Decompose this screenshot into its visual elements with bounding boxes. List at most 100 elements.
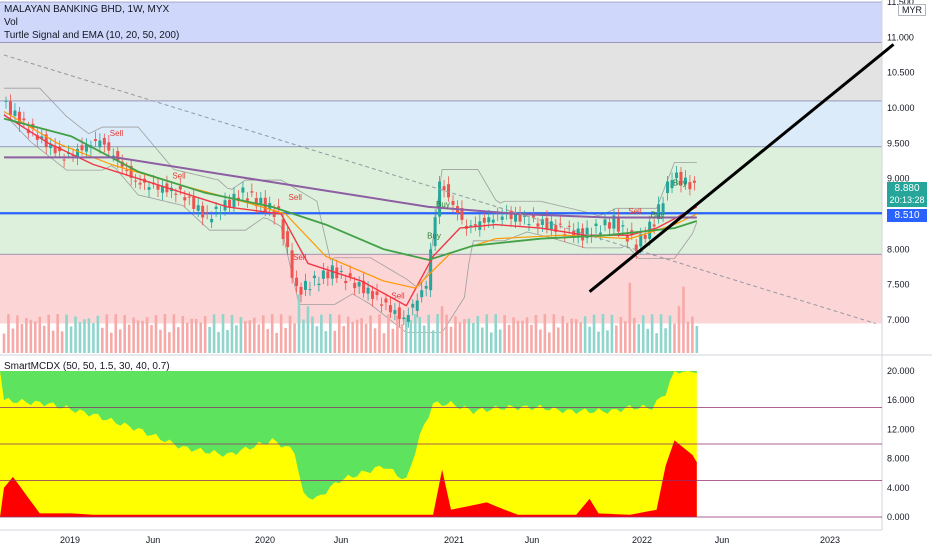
volume-bar	[574, 319, 578, 353]
price-axis-tick: 11.000	[887, 32, 914, 42]
candle-body	[514, 213, 518, 222]
candle-body	[607, 222, 611, 229]
candle-body	[612, 215, 616, 229]
candle-body	[429, 249, 433, 291]
time-axis-tick: 2020	[255, 535, 275, 545]
volume-bar	[351, 321, 354, 353]
volume-bar	[440, 306, 444, 353]
candle-body	[62, 159, 66, 161]
candle-body	[321, 270, 325, 279]
volume-bar	[145, 317, 149, 353]
candle-body	[286, 231, 290, 248]
candle-body	[652, 224, 656, 227]
osc-axis-tick: 12.000	[887, 424, 915, 434]
candle-body	[134, 180, 138, 182]
ema-line-3	[3, 117, 698, 261]
volume-bar	[51, 330, 55, 353]
candle-body	[531, 215, 535, 218]
volume-bar	[306, 306, 310, 353]
candle-body	[639, 234, 643, 247]
time-axis-tick: Jun	[525, 535, 540, 545]
price-axis-tick: 10.000	[887, 103, 915, 113]
volume-bar	[270, 314, 274, 353]
volume-bar	[588, 326, 591, 353]
symbol-title: MALAYAN BANKING BHD, 1W, MYX	[4, 4, 170, 15]
volume-bar	[565, 322, 569, 353]
volume-bar	[288, 315, 292, 353]
oscillator-legend: SmartMCDX (50, 50, 1.5, 30, 40, 0.7)	[4, 361, 170, 372]
candle-body	[228, 199, 231, 208]
volume-bar	[436, 314, 439, 353]
volume-bar	[449, 326, 453, 353]
osc-axis-tick: 4.000	[887, 483, 910, 493]
volume-bar	[489, 332, 493, 353]
candle-body	[393, 310, 397, 314]
candle-body	[317, 283, 321, 286]
candle-body	[160, 186, 164, 193]
candle-body	[661, 203, 665, 215]
candle-body	[415, 300, 419, 311]
signal-label-sell: Sell	[293, 253, 307, 262]
volume-bar	[302, 319, 305, 353]
volume-bar	[16, 315, 19, 353]
time-axis-tick: 2023	[820, 535, 840, 545]
volume-bar	[123, 315, 126, 353]
candle-body	[397, 307, 401, 320]
candle-body	[563, 234, 567, 236]
currency-badge[interactable]: MYR	[898, 4, 926, 16]
price-axis-tick: 9.000	[887, 174, 910, 184]
volume-bar	[346, 316, 350, 353]
time-axis-tick: 2022	[632, 535, 652, 545]
volume-bar	[641, 315, 645, 353]
candle-body	[558, 223, 562, 225]
volume-bar	[7, 314, 10, 353]
candle-body	[366, 287, 370, 294]
candle-body	[572, 230, 576, 238]
volume-bar	[29, 319, 33, 353]
volume-bar	[320, 314, 323, 353]
volume-bar	[396, 315, 399, 353]
volume-bar	[619, 316, 623, 353]
volume-bar	[655, 333, 658, 353]
candle-body	[295, 277, 299, 287]
volume-bar	[458, 322, 462, 353]
candle-body	[379, 304, 383, 306]
candle-body	[125, 170, 129, 172]
volume-bar	[118, 329, 122, 353]
turtle-channel-upper	[4, 87, 697, 287]
volume-bar	[360, 318, 363, 353]
trend-line-solid	[588, 43, 895, 293]
candle-body	[357, 282, 361, 287]
ema-line-4	[4, 156, 697, 219]
time-axis-tick: 2021	[444, 535, 464, 545]
candle-body	[406, 315, 410, 322]
volume-bar	[422, 325, 426, 353]
volume-bar	[503, 315, 506, 353]
trend-line-dashed	[3, 54, 876, 324]
volume-bar	[190, 318, 194, 353]
volume-bar	[378, 314, 381, 353]
candle-body	[536, 223, 540, 227]
candle-body	[84, 144, 88, 152]
candle-body	[290, 250, 294, 278]
volume-bar	[646, 328, 649, 353]
signal-label-buy: Buy	[427, 232, 441, 241]
volume-bar	[637, 324, 641, 353]
candle-body	[223, 200, 227, 211]
volume-bar	[583, 316, 587, 353]
volume-bar	[248, 320, 252, 353]
volume-bar	[69, 326, 73, 353]
volume-bar	[512, 317, 515, 353]
volume-bar	[472, 322, 475, 353]
candle-body	[156, 184, 160, 190]
volume-bar	[480, 327, 484, 353]
candle-body	[138, 182, 142, 185]
volume-bar	[221, 314, 225, 353]
volume-bar	[177, 327, 180, 353]
last-price-tag: 8.880	[887, 182, 927, 195]
candle-body	[250, 191, 254, 193]
candle-body	[518, 213, 522, 222]
candle-body	[353, 282, 357, 289]
candle-body	[670, 180, 674, 189]
